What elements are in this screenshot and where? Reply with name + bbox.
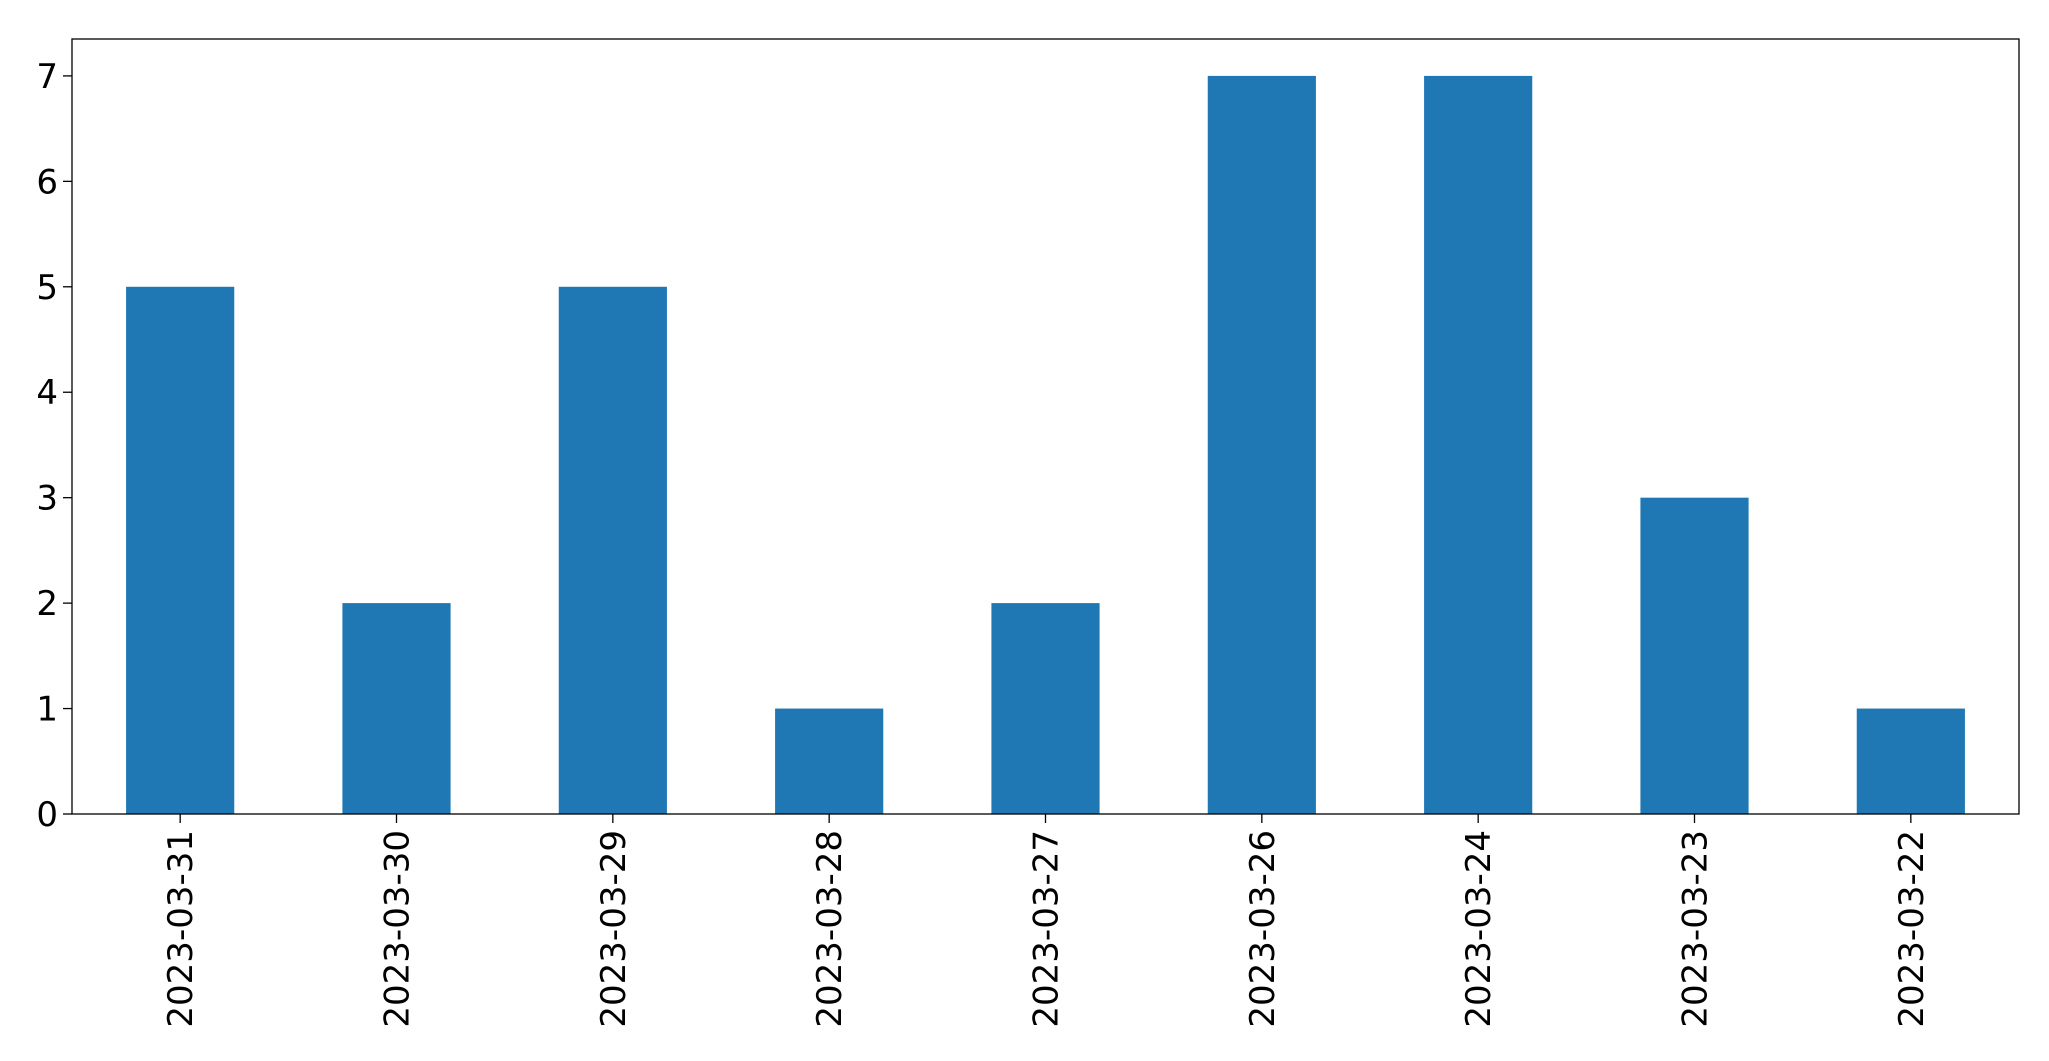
y-tick-label: 7 [36, 57, 58, 97]
y-tick-label: 3 [36, 479, 58, 519]
y-tick-label: 0 [36, 795, 58, 835]
bar [991, 603, 1100, 814]
y-tick-label: 2 [36, 584, 58, 624]
bar [775, 708, 884, 814]
y-tick-label: 6 [36, 162, 58, 202]
bar [558, 286, 667, 814]
x-tick-label: 2023-03-31 [161, 830, 201, 1028]
bar [126, 286, 235, 814]
bar [1856, 708, 1965, 814]
x-tick-label: 2023-03-22 [1892, 830, 1932, 1028]
x-tick-label: 2023-03-23 [1676, 830, 1716, 1028]
x-tick-label: 2023-03-24 [1459, 830, 1499, 1028]
x-tick-label: 2023-03-29 [594, 830, 634, 1028]
x-tick-label: 2023-03-26 [1243, 830, 1283, 1028]
x-tick-label: 2023-03-27 [1027, 830, 1067, 1028]
y-tick-label: 4 [36, 373, 58, 413]
bar [1424, 75, 1533, 814]
x-tick-label: 2023-03-28 [810, 830, 850, 1028]
y-tick-label: 1 [36, 690, 58, 730]
y-tick-label: 5 [36, 268, 58, 308]
x-tick-label: 2023-03-30 [378, 830, 418, 1028]
bar [342, 603, 451, 814]
plot-frame [71, 38, 2020, 815]
bar [1207, 75, 1316, 814]
bar [1640, 497, 1749, 814]
